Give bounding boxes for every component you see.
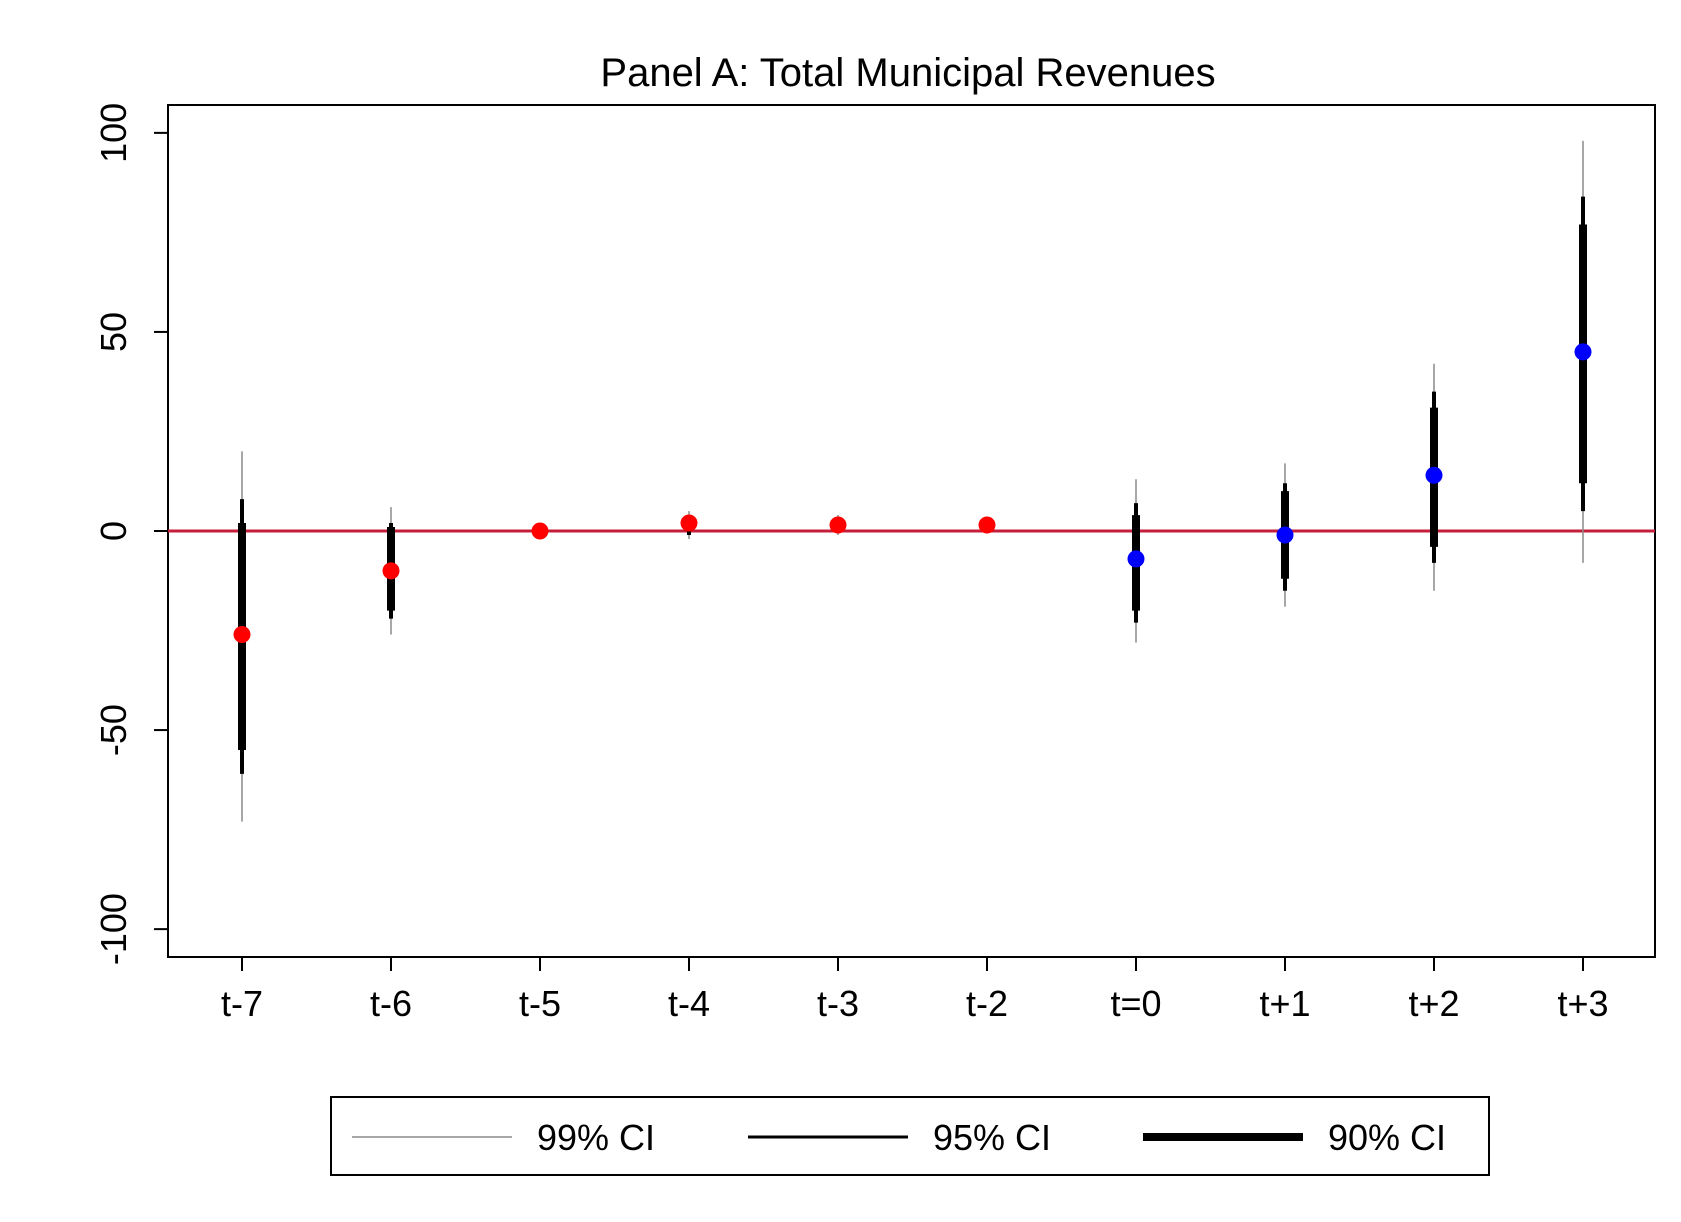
point-estimate <box>829 516 847 534</box>
point-estimate <box>1425 466 1443 484</box>
estimate-group-t-7 <box>233 451 251 822</box>
point-estimate <box>531 522 549 540</box>
point-estimate <box>680 514 698 532</box>
estimate-group-t-6 <box>382 507 400 635</box>
x-tick-label: t-3 <box>817 983 859 1024</box>
legend-label: 99% CI <box>537 1117 655 1158</box>
point-estimate <box>1127 550 1145 568</box>
estimate-marks <box>233 140 1592 822</box>
estimate-group-t-4 <box>680 511 698 539</box>
x-axis: t-7 t-6 t-5 t-4 t-3 t-2 t=0 t+1 t+2 t+3 <box>221 957 1609 1024</box>
legend-label: 90% CI <box>1328 1117 1446 1158</box>
y-tick-label: 50 <box>93 312 134 352</box>
legend: 99% CI 95% CI 90% CI <box>330 1096 1490 1176</box>
x-tick-label: t-6 <box>370 983 412 1024</box>
point-estimate <box>382 562 400 580</box>
y-tick-label: -100 <box>93 893 134 965</box>
x-tick-label: t-7 <box>221 983 263 1024</box>
point-estimate <box>978 516 996 534</box>
x-tick-label: t-4 <box>668 983 710 1024</box>
x-tick-label: t-5 <box>519 983 561 1024</box>
x-tick-label: t-2 <box>966 983 1008 1024</box>
point-estimate <box>1276 526 1294 544</box>
point-estimate <box>1574 343 1592 361</box>
x-tick-label: t+1 <box>1259 983 1310 1024</box>
legend-box <box>330 1096 1490 1176</box>
y-tick-label: 0 <box>93 521 134 541</box>
y-tick-label: 100 <box>93 103 134 163</box>
estimate-group-t+3 <box>1574 140 1592 563</box>
estimate-group-t+2 <box>1425 363 1443 591</box>
estimate-group-t-5 <box>531 522 549 540</box>
legend-label: 95% CI <box>933 1117 1051 1158</box>
estimate-group-t-3 <box>829 515 847 535</box>
estimate-group-t+1 <box>1276 463 1294 607</box>
y-tick-label: -50 <box>93 704 134 756</box>
estimate-group-t-2 <box>978 516 996 534</box>
x-tick-label: t=0 <box>1110 983 1161 1024</box>
point-estimate <box>233 626 251 644</box>
chart-title: Panel A: Total Municipal Revenues <box>600 51 1215 95</box>
estimate-group-t=0 <box>1127 479 1145 643</box>
y-axis: -100 -50 0 50 100 <box>93 103 168 965</box>
x-tick-label: t+3 <box>1557 983 1608 1024</box>
x-tick-label: t+2 <box>1408 983 1459 1024</box>
